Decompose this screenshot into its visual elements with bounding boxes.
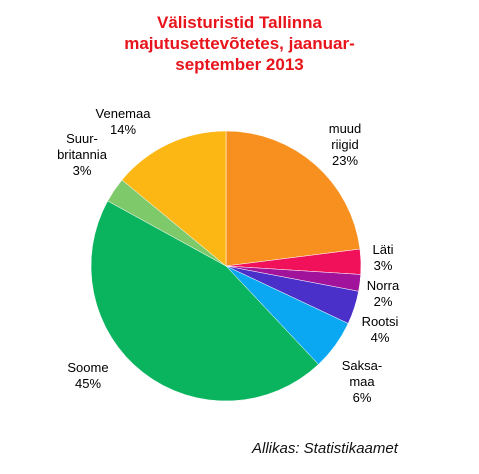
chart-title: Välisturistid Tallinna majutusettevõtete… [0, 12, 479, 75]
slice-label-5: Soome 45% [67, 360, 108, 391]
slice-label-1: Läti 3% [373, 242, 394, 273]
pie-slice-5 [90, 200, 319, 402]
slice-labels: muud riigid 23% Läti 3% Norra 2% Rootsi 4% Saksa-… [57, 106, 400, 405]
pie-slice-7 [121, 130, 227, 267]
slice-label-2: Norra 2% [367, 278, 400, 309]
chart-title-line-1: Välisturistid Tallinna [157, 13, 322, 32]
slice-label-4: Saksa-maa 6% [342, 358, 382, 405]
source-note: Allikas: Statistikaamet [252, 440, 398, 457]
slice-label-0: muud riigid 23% [329, 121, 362, 168]
slice-label-3: Rootsi 4% [362, 314, 399, 345]
pie-slice-0 [225, 130, 361, 267]
chart-title-line-2: majutusettevõtetes, jaanuar- [124, 34, 355, 53]
chart-title-line-3: september 2013 [175, 55, 304, 74]
slice-label-6: Suur-britannia 3% [57, 131, 108, 178]
slice-label-7: Venemaa 14% [96, 106, 152, 137]
pie-slices [90, 130, 362, 402]
